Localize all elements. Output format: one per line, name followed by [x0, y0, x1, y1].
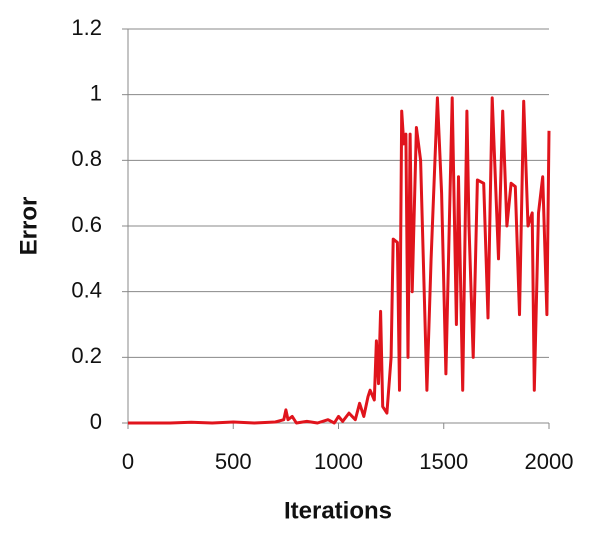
x-tick-label: 500: [215, 449, 252, 474]
y-tick-label: 0.2: [71, 343, 102, 368]
x-tick-label: 2000: [525, 449, 574, 474]
x-axis-title: Iterations: [284, 497, 392, 524]
y-tick-label: 0: [90, 409, 102, 434]
x-tick-label: 1000: [314, 449, 363, 474]
y-tick-label: 1.2: [71, 15, 102, 40]
x-tick-label: 0: [122, 449, 134, 474]
x-tick-label: 1500: [419, 449, 468, 474]
y-tick-label: 0.6: [71, 212, 102, 237]
y-tick-label: 0.4: [71, 277, 102, 302]
y-tick-label: 0.8: [71, 146, 102, 171]
y-tick-label: 1: [90, 80, 102, 105]
y-axis-title: Error: [15, 197, 42, 256]
line-series: [128, 96, 551, 425]
